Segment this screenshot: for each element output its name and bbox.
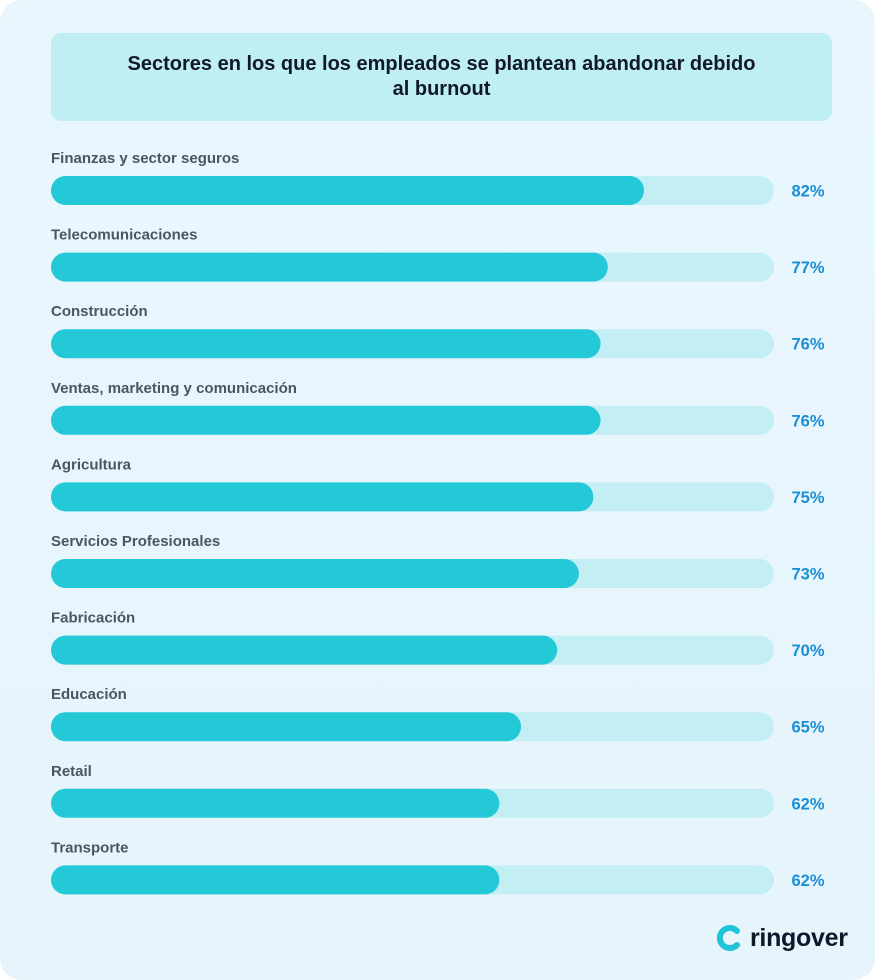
category-label: Servicios Profesionales [51, 533, 220, 550]
bar [51, 635, 558, 665]
value-label: 70% [791, 642, 824, 660]
bar [51, 329, 601, 359]
value-label: 62% [791, 872, 824, 890]
value-label: 62% [791, 795, 824, 813]
category-label: Retail [51, 763, 92, 780]
value-label: 65% [791, 719, 824, 737]
bar [51, 788, 500, 818]
bar [51, 559, 579, 588]
bar [51, 252, 608, 282]
bar [51, 712, 522, 742]
category-label: Ventas, marketing y comunicación [51, 380, 297, 397]
bar [51, 865, 500, 895]
value-label: 82% [791, 183, 824, 201]
value-label: 76% [791, 336, 824, 354]
value-label: 76% [791, 412, 824, 430]
chart-title: Sectores en los que los empleados se pla… [127, 53, 756, 100]
category-label: Fabricación [51, 610, 135, 627]
logo-text: ringover [750, 923, 848, 952]
ringover-logo: ringover [714, 920, 848, 956]
category-label: Educación [51, 686, 127, 703]
value-label: 75% [791, 489, 824, 507]
category-label: Construcción [51, 303, 148, 320]
category-label: Finanzas y sector seguros [51, 150, 239, 167]
value-label: 73% [791, 566, 824, 584]
bar [51, 482, 594, 512]
category-label: Agricultura [51, 456, 132, 473]
ringover-logo-icon [716, 925, 740, 951]
category-label: Transporte [51, 839, 129, 856]
title-box: Sectores en los que los empleados se pla… [51, 33, 832, 121]
value-label: 77% [791, 259, 824, 277]
bar [51, 405, 601, 435]
bar [51, 176, 644, 205]
category-label: Telecomunicaciones [51, 227, 197, 244]
